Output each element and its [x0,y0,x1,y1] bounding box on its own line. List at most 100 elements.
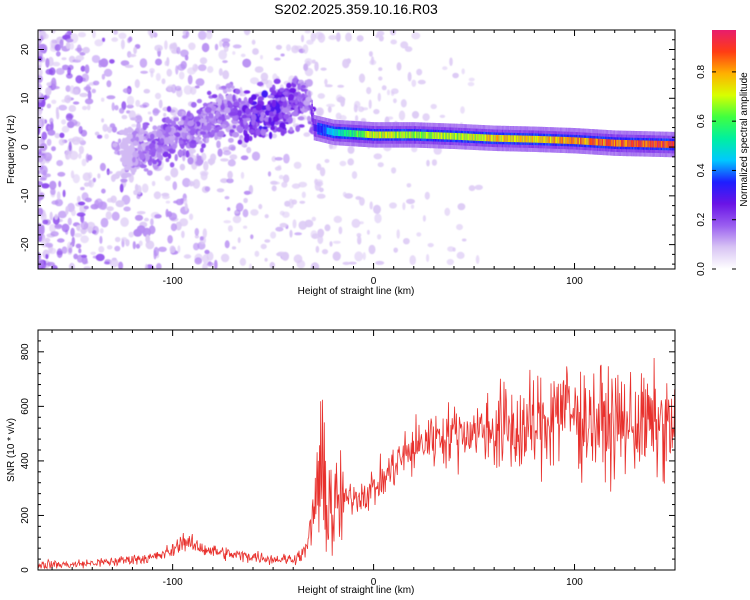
spectrogram-cell [587,138,589,145]
spectrogram-cell [333,240,341,244]
spectrogram-cell [612,139,615,147]
spectrogram-cell [321,249,329,255]
spectrogram-cell [54,132,61,139]
spectrogram-cell [505,135,507,142]
spectrogram-cell [658,140,661,148]
spectrogram-cell [138,240,143,247]
spectrogram-cell [55,51,61,57]
x-tick-label: -100 [163,276,183,287]
spectrogram-cell [452,72,459,79]
spectrogram-cell [135,243,141,249]
spectrogram-cell [250,209,259,216]
figure-title: S202.2025.359.10.16.R03 [274,1,438,17]
spectrogram-cell [534,135,536,143]
spectrogram-cell [419,131,422,139]
spectrogram-cell [220,85,227,89]
spectrogram-cell [154,92,162,100]
spectrogram-cell [206,251,214,261]
snr-panel: -100 0 100 0 200 400 600 800 Height of straigh… [6,329,676,596]
spectrogram-cell [56,160,64,167]
spectrogram-cell [474,133,476,141]
spectrogram-cell [299,200,306,204]
spectrogram-cell [131,123,137,128]
spectrogram-cell [665,141,668,148]
spectrogram-cell [177,126,183,131]
spectrogram-cell [192,179,201,189]
spectrogram-cell [339,160,347,167]
spectrogram-cell [39,177,47,181]
spectrogram-cell [177,63,186,71]
spectrogram-cell [566,137,569,144]
spectrogram-cell [94,39,104,47]
spectrogram-cell [173,117,179,122]
spectrogram-cell [205,30,213,40]
spectrogram-cell [355,115,359,122]
spectrogram-cell [311,233,319,239]
spectrogram-cell [433,132,435,139]
spectrogram-cell [461,238,467,242]
spectrogram-cell [417,79,426,85]
spectrogram-cell [38,148,42,154]
spectrogram-cell [501,135,504,142]
spectrogram-cell [62,64,69,71]
spectrogram-cell [400,41,409,49]
spectrogram-cell [38,185,41,195]
spectrogram-cell [260,72,269,82]
spectrogram-cell [199,57,208,65]
spectrogram-cell [219,40,223,48]
spectrogram-cell [65,113,73,122]
spectrogram-cell [294,98,299,105]
spectrogram-cell [220,104,225,111]
spectrogram-y-axis: -20 -10 0 10 20 [20,29,675,265]
spectrogram-cell [341,129,343,137]
spectrogram-cell [648,140,651,148]
spectrogram-cell [177,120,185,126]
spectrogram-cell [240,53,246,58]
spectrogram-cell [314,124,317,132]
spectrogram-cell [423,131,425,139]
spectrogram-cell [345,129,347,137]
spectrogram-cell [293,161,302,169]
spectrogram-cell [274,121,279,126]
spectrogram-cell [280,97,287,102]
spectrogram-cell [552,136,554,144]
spectrogram-cell [52,61,61,67]
spectrogram-cell [569,137,571,144]
spectrogram-cell [128,110,136,120]
spectrogram-cell [337,129,340,137]
spectrogram-cell [156,263,162,269]
spectrogram-cell [124,64,134,69]
spectrogram-cell [373,109,380,115]
spectrogram-cell [220,178,229,184]
spectrogram-cell [120,178,128,183]
spectrogram-cell [411,111,420,119]
spectrogram-cell [626,140,628,147]
spectrogram-cell [80,221,89,230]
spectrogram-cell [487,134,489,142]
spectrogram-cell [241,114,247,119]
spectrogram-cell [61,119,67,125]
spectrogram-cell [223,150,232,156]
spectrogram-cell [460,133,463,140]
spectrogram-cell [153,191,162,200]
colorbar-tick-label: 0.6 [696,114,707,128]
spectrogram-cell [600,138,603,146]
spectrogram-cell [185,116,189,124]
spectrogram-cell [161,78,166,85]
spectrogram-cell [68,141,72,152]
spectrogram-cell [174,136,179,145]
spectrogram-cell [150,70,154,78]
spectrogram-cell [46,138,52,146]
spectrogram-cell [497,134,499,142]
spectrogram-cell [76,224,81,231]
spectrogram-cell [57,238,65,243]
spectrogram-cell [243,197,248,204]
spectrogram-cell [132,140,138,147]
spectrogram-cell [179,163,186,171]
spectrogram-cell [460,106,465,114]
spectrogram-cell [51,200,59,205]
spectrogram-cell [297,116,305,121]
spectrogram-cell [264,257,268,262]
spectrogram-cell [101,73,106,80]
spectrogram-cell [132,156,136,163]
